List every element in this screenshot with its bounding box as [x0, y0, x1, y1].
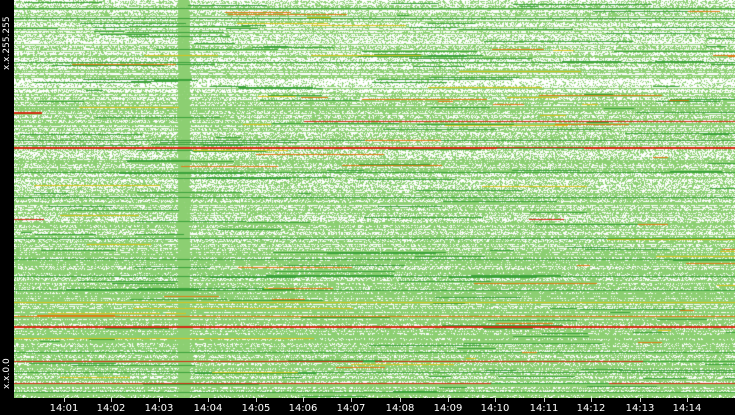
- x-tick: [208, 398, 209, 402]
- x-tick-label: 14:01: [49, 403, 79, 414]
- x-tick-label: 14:13: [625, 403, 655, 414]
- x-tick: [544, 398, 545, 402]
- x-tick: [400, 398, 401, 402]
- x-tick-label: 14:10: [480, 403, 510, 414]
- x-tick-label: 14:08: [385, 403, 415, 414]
- y-axis-bottom-label: x.x.0.0: [2, 358, 12, 390]
- x-tick: [64, 398, 65, 402]
- x-tick: [351, 398, 352, 402]
- x-tick: [591, 398, 592, 402]
- x-tick-label: 14:05: [241, 403, 271, 414]
- x-tick: [303, 398, 304, 402]
- y-axis: x.x.255.255 x.x.0.0: [0, 0, 14, 398]
- x-tick: [640, 398, 641, 402]
- x-tick: [687, 398, 688, 402]
- x-tick-label: 14:04: [193, 403, 223, 414]
- x-tick-label: 14:11: [529, 403, 559, 414]
- x-tick-label: 14:09: [433, 403, 463, 414]
- x-tick: [111, 398, 112, 402]
- y-axis-top-label: x.x.255.255: [2, 16, 12, 70]
- x-tick-label: 14:02: [96, 403, 126, 414]
- x-tick: [495, 398, 496, 402]
- x-tick-label: 14:14: [672, 403, 702, 414]
- x-axis: 14:01 14:02 14:03 14:04 14:05 14:06 14:0…: [0, 398, 735, 415]
- x-tick: [159, 398, 160, 402]
- x-tick-label: 14:12: [576, 403, 606, 414]
- traffic-heatmap-plot[interactable]: [14, 0, 735, 398]
- x-tick-label: 14:07: [336, 403, 366, 414]
- x-tick: [448, 398, 449, 402]
- x-tick-label: 14:03: [144, 403, 174, 414]
- x-tick-label: 14:06: [288, 403, 318, 414]
- x-tick: [256, 398, 257, 402]
